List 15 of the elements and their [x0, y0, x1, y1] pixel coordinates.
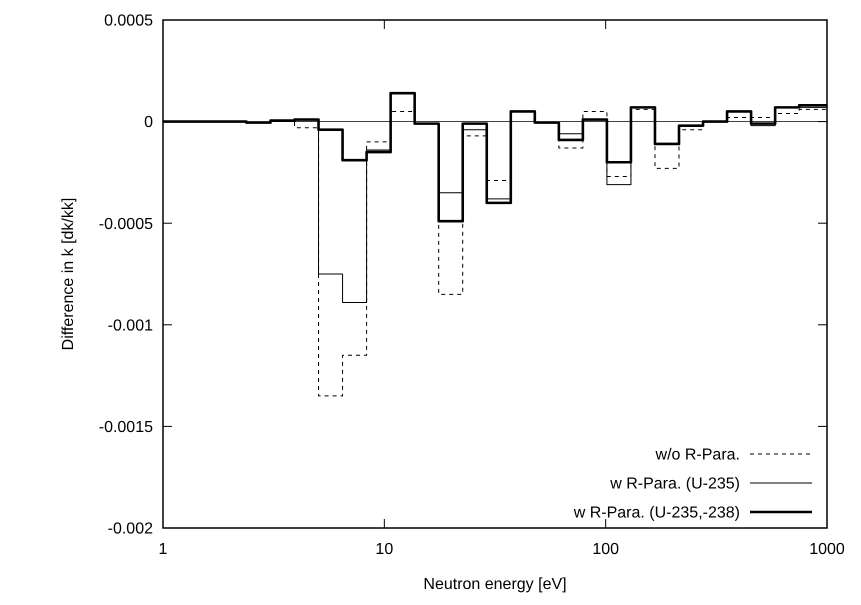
- y-tick-label: 0.0005: [104, 12, 154, 30]
- y-tick-label: -0.001: [108, 317, 154, 334]
- y-tick-label: -0.0015: [98, 419, 154, 436]
- x-tick-label: 10: [375, 541, 394, 558]
- legend-label: w R-Para. (U-235,-238): [572, 504, 740, 522]
- legend-label: w R-Para. (U-235): [609, 476, 740, 493]
- x-axis-title: Neutron energy [eV]: [423, 576, 567, 593]
- y-tick-label: 0: [144, 114, 154, 132]
- x-tick-label: 100: [592, 541, 620, 558]
- y-tick-label: -0.002: [108, 520, 154, 538]
- legend-label: w/o R-Para.: [654, 446, 740, 464]
- y-tick-label: -0.0005: [98, 216, 154, 233]
- x-tick-label: 1000: [809, 541, 845, 558]
- y-axis-title: Difference in k [dk/kk]: [60, 198, 77, 350]
- x-tick-label: 1: [158, 541, 168, 558]
